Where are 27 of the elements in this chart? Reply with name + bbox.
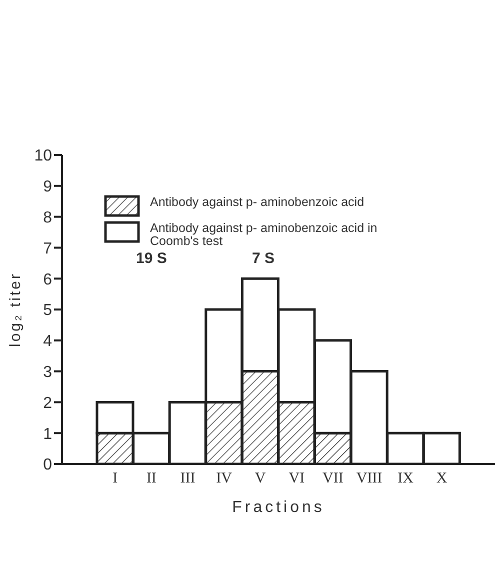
x-tick-label: IV	[216, 470, 232, 487]
legend-label: Antibody against p- aminobenzoic acid in Coomb's test	[150, 220, 378, 248]
y-tick-label: 2	[43, 394, 52, 412]
legend-label: Antibody against p- aminobenzoic acid	[150, 194, 364, 209]
y-tick-label: 3	[43, 364, 52, 381]
y-tick-label: 1	[43, 426, 52, 443]
x-tick-label: V	[254, 470, 266, 487]
y-tick-label: 4	[43, 333, 52, 350]
y-axis-title: log₂ titer	[7, 272, 24, 348]
x-tick-label: III	[180, 470, 196, 487]
y-tick-label: 6	[43, 271, 52, 288]
y-tick-label: 9	[43, 178, 52, 196]
x-tick-label: X	[436, 470, 448, 487]
x-tick-label: II	[146, 470, 156, 487]
x-tick-label: I	[112, 470, 118, 487]
x-tick-label: VI	[288, 470, 305, 487]
annotation: 19 S	[136, 250, 167, 267]
y-tick-label: 5	[43, 302, 52, 320]
annotation: 7 S	[252, 250, 275, 267]
x-tick-label: VII	[322, 470, 344, 487]
x-tick-label: VIII	[356, 470, 382, 487]
y-tick-label: 8	[43, 209, 52, 226]
y-tick-label: 0	[43, 456, 52, 474]
y-tick-label: 7	[43, 240, 52, 258]
x-tick-label: IX	[398, 470, 414, 487]
x-axis-title: Fractions	[232, 499, 325, 516]
y-tick-label: 10	[34, 148, 52, 165]
